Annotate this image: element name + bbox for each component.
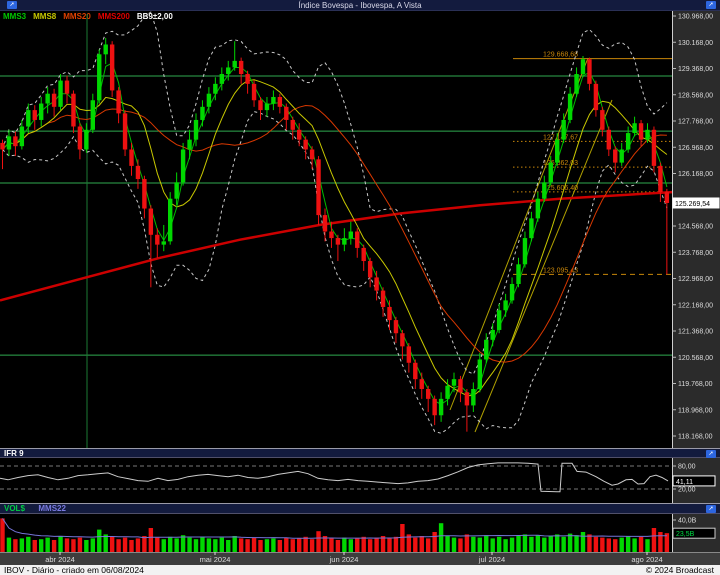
legend-mms20: MMS20 xyxy=(63,12,91,21)
legend-mms3: MMS3 xyxy=(3,12,27,21)
volume-panel-title: VOL$ xyxy=(4,504,25,513)
status-right: © 2024 Broadcast xyxy=(645,565,714,575)
svg-text:123.095,43: 123.095,43 xyxy=(543,267,578,274)
expand-volume-panel-icon[interactable]: ➚ xyxy=(706,505,716,513)
ifr-panel-header: IFR 9 ➚ xyxy=(0,448,720,458)
svg-text:127.147,67: 127.147,67 xyxy=(543,134,578,141)
volume-panel-header: VOL$ MMS22 ➚ xyxy=(0,503,720,514)
title-bar: ➚ Índice Bovespa - Ibovespa, A Vista ➚ xyxy=(0,0,720,11)
orange-levels: 129.668,68 127.147,67 126.362,03 125.606,40… xyxy=(513,52,672,275)
status-bar: IBOV - Diário - criado em 06/08/2024 © 2… xyxy=(0,565,720,575)
expand-main-chart-icon[interactable]: ➚ xyxy=(706,1,716,9)
mms8-line xyxy=(2,79,668,397)
green-levels xyxy=(0,75,672,356)
svg-text:126.362,03: 126.362,03 xyxy=(543,160,578,167)
bollinger-bands xyxy=(2,11,668,434)
svg-text:125.606,40: 125.606,40 xyxy=(543,185,578,192)
mms200-line xyxy=(0,190,673,302)
candles-layer xyxy=(0,37,670,432)
window-app-icon[interactable]: ➚ xyxy=(7,1,17,9)
price-axis-column[interactable] xyxy=(672,11,720,552)
legend-mms8: MMS8 xyxy=(33,12,57,21)
trendlines xyxy=(449,57,613,433)
mms3-line xyxy=(2,62,668,405)
chart-title: Índice Bovespa - Ibovespa, A Vista xyxy=(298,1,422,10)
indicator-legend: MMS3 MMS8 MMS20 MMS200 BB9±2,00 xyxy=(3,12,180,21)
volume-ma-label: MMS22 xyxy=(38,504,66,513)
status-left: IBOV - Diário - criado em 06/08/2024 xyxy=(4,565,144,575)
svg-text:129.668,68: 129.668,68 xyxy=(543,52,578,59)
expand-ifr-panel-icon[interactable]: ➚ xyxy=(706,450,716,458)
mms20-line xyxy=(2,104,667,363)
time-axis-strip[interactable] xyxy=(0,552,720,565)
ifr-panel-title: IFR 9 xyxy=(4,449,24,458)
legend-bb: BB9±2,00 xyxy=(136,12,173,21)
legend-mms200: MMS200 xyxy=(97,12,130,21)
